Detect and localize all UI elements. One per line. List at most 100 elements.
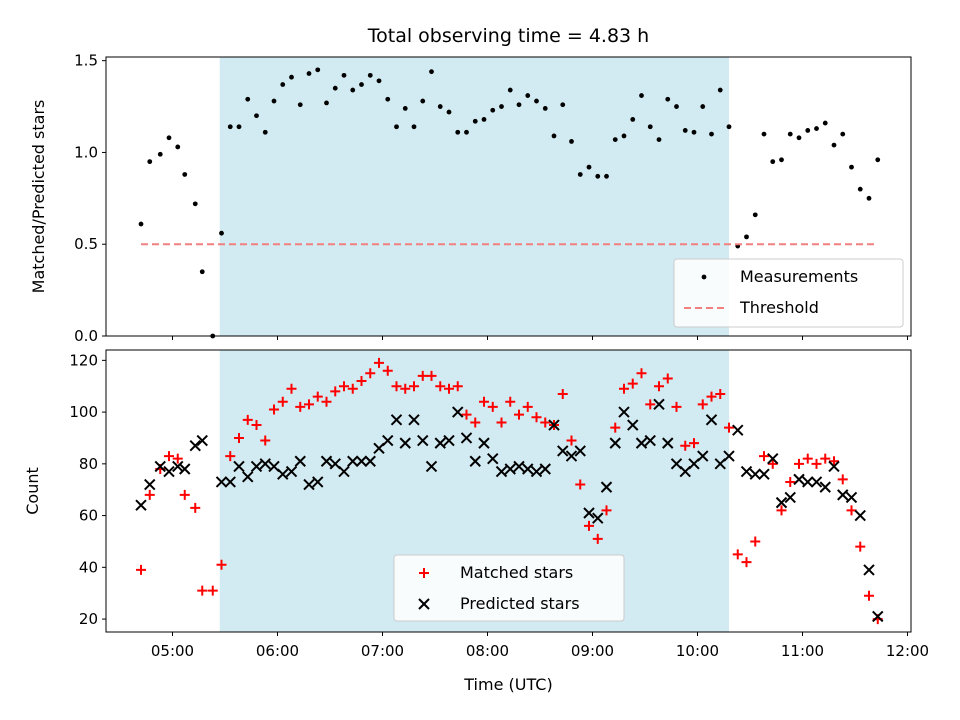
measurement-point <box>656 137 662 142</box>
legend-label: Measurements <box>740 267 858 286</box>
predicted-star-point <box>732 424 744 436</box>
measurement-point <box>621 133 627 139</box>
matched-star-point <box>426 370 437 381</box>
predicted-star-point <box>425 460 438 473</box>
measurement-point <box>429 69 434 75</box>
predicted-star-point <box>163 465 175 478</box>
measurement-point <box>787 131 793 137</box>
y-tick-label: 80 <box>79 455 98 473</box>
measurement-point <box>324 100 329 106</box>
series-measurements <box>138 67 881 339</box>
predicted-star-point <box>740 465 753 478</box>
predicted-star-point <box>347 455 359 467</box>
measurement-point <box>709 131 714 137</box>
measurement-point <box>175 144 181 150</box>
measurement-point <box>490 107 496 113</box>
measurement-point <box>525 93 531 98</box>
predicted-star-point <box>583 507 595 519</box>
predicted-star-point <box>320 455 333 467</box>
matched-star-point <box>461 409 472 420</box>
predicted-star-point <box>460 432 473 444</box>
matched-star-point <box>321 396 332 407</box>
matched-star-point <box>435 381 446 392</box>
predicted-star-point <box>705 414 718 426</box>
matched-star-point <box>164 451 174 462</box>
matched-star-point <box>391 381 402 392</box>
observing-window-band <box>219 57 729 336</box>
measurement-point <box>586 164 592 170</box>
measurement-point <box>192 201 198 207</box>
predicted-star-point <box>513 460 525 473</box>
predicted-star-point <box>522 463 534 475</box>
matched-star-point <box>584 520 594 531</box>
predicted-star-point <box>478 437 490 449</box>
predicted-star-point <box>530 465 543 478</box>
measurement-point <box>779 157 784 163</box>
measurement-point <box>516 102 522 108</box>
matched-star-point <box>144 489 155 500</box>
measurement-point <box>849 164 854 170</box>
predicted-star-point <box>338 465 350 478</box>
measurement-point <box>446 109 452 115</box>
measurement-point <box>166 135 172 141</box>
predicted-star-point <box>635 437 648 449</box>
matched-star-point <box>732 549 743 560</box>
measurement-point <box>577 172 583 177</box>
predicted-star-point <box>758 468 770 480</box>
matched-star-point <box>759 451 769 462</box>
predicted-star-point <box>434 437 446 449</box>
x-tick-label: 08:00 <box>466 642 509 660</box>
matched-star-point <box>260 435 271 446</box>
x-tick-label: 12:00 <box>886 642 929 660</box>
matched-star-point <box>531 412 542 423</box>
matched-star-point <box>496 417 507 428</box>
legend-label: Predicted stars <box>460 594 580 613</box>
measurement-point <box>420 98 426 104</box>
matched-star-point <box>706 391 717 402</box>
matched-star-point <box>767 458 778 469</box>
measurement-point <box>831 142 837 148</box>
matched-star-point <box>505 396 516 407</box>
measurement-point <box>534 98 539 104</box>
matched-star-point <box>295 401 306 412</box>
legend-box <box>673 258 904 328</box>
measurement-point <box>682 128 688 133</box>
measurement-point <box>507 87 513 93</box>
predicted-star-point <box>539 463 551 475</box>
predicted-star-point <box>154 460 166 473</box>
predicted-star-point <box>609 437 621 449</box>
panel-ratio: 0.0 0.5 1.0 1.5 Matched/Predicted stars Total… <box>29 25 912 345</box>
predicted-star-point <box>390 414 403 426</box>
predicted-star-point <box>775 496 788 509</box>
matched-star-point <box>382 365 393 376</box>
predicted-star-point <box>504 463 516 475</box>
predicted-star-point <box>565 450 578 462</box>
measurement-point <box>157 151 163 157</box>
predicted-star-point <box>303 478 315 491</box>
measurement-point <box>770 159 776 165</box>
y-tick-label: 1.0 <box>74 143 98 161</box>
measurement-point <box>569 139 574 144</box>
predicted-star-point <box>285 465 298 478</box>
measurement-point <box>551 133 557 139</box>
matched-star-point <box>636 368 647 379</box>
matched-star-point <box>286 383 297 394</box>
predicted-star-point <box>627 419 639 431</box>
measurement-point <box>612 137 618 142</box>
y-axis-label: Matched/Predicted stars <box>29 100 48 294</box>
measurement-point <box>236 124 242 130</box>
measurement-point <box>542 105 548 111</box>
matched-star-point <box>269 404 279 415</box>
panel-counts: 20 40 60 80 100 120 05:00 06:00 07:00 08:00 09:00 1… <box>23 349 929 694</box>
measurement-point <box>691 129 697 135</box>
measurement-point <box>595 173 601 179</box>
chart-title: Total observing time = 4.83 h <box>367 25 649 47</box>
measurement-point <box>674 104 679 109</box>
x-tick-label: 05:00 <box>151 642 194 660</box>
predicted-star-point <box>469 455 481 467</box>
measurement-point <box>840 131 846 137</box>
matched-star-point <box>242 414 253 425</box>
measurement-point <box>647 124 653 130</box>
legend: Matched stars Predicted stars <box>393 554 625 622</box>
predicted-star-point <box>242 471 254 483</box>
